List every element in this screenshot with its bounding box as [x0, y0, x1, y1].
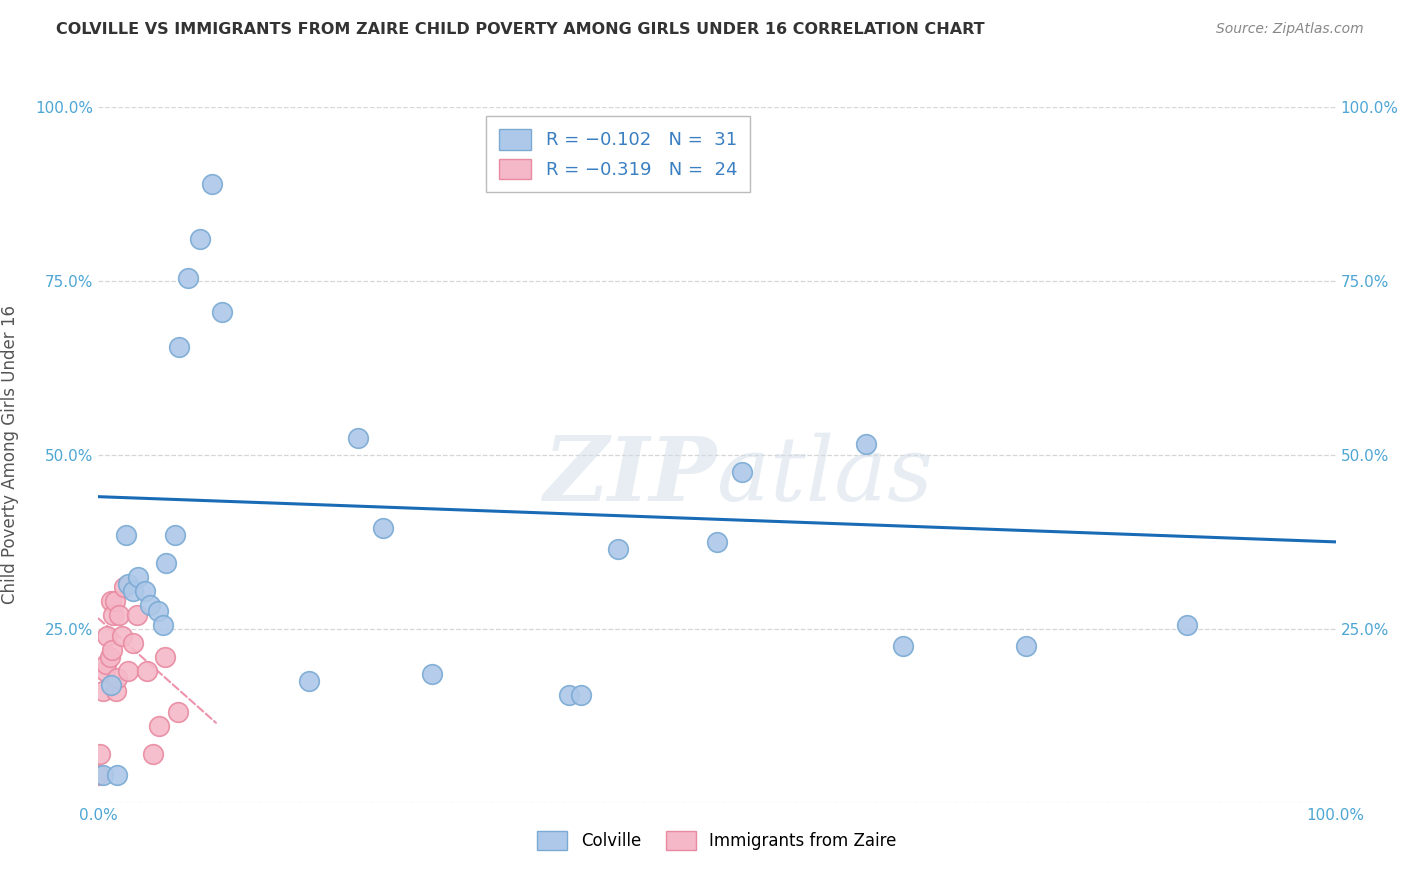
Point: [93, 664, 115, 678]
Point: [211, 305, 233, 319]
Point: [127, 570, 149, 584]
Point: [114, 528, 136, 542]
Point: [93, 768, 115, 782]
Point: [569, 688, 592, 702]
Point: [166, 706, 188, 720]
Point: [105, 768, 128, 782]
Point: [731, 466, 754, 480]
Point: [557, 688, 579, 702]
Point: [98, 649, 121, 664]
Point: [125, 607, 148, 622]
Point: [112, 580, 135, 594]
Point: [89, 747, 111, 761]
Point: [188, 232, 211, 246]
Point: [122, 636, 145, 650]
Text: atlas: atlas: [717, 433, 932, 519]
Point: [167, 340, 190, 354]
Point: [104, 684, 127, 698]
Point: [139, 598, 162, 612]
Point: [103, 607, 125, 622]
Point: [176, 270, 198, 285]
Point: [855, 437, 877, 451]
Text: Source: ZipAtlas.com: Source: ZipAtlas.com: [1216, 22, 1364, 37]
Point: [1175, 618, 1198, 632]
Point: [891, 639, 914, 653]
Point: [134, 583, 156, 598]
Point: [165, 528, 187, 542]
Point: [148, 719, 170, 733]
Point: [117, 576, 139, 591]
Point: [146, 605, 169, 619]
Point: [142, 747, 165, 761]
Point: [101, 642, 124, 657]
Point: [155, 649, 177, 664]
Point: [347, 431, 370, 445]
Point: [103, 594, 125, 608]
Point: [111, 629, 134, 643]
Point: [371, 521, 394, 535]
Point: [706, 535, 728, 549]
Point: [298, 674, 321, 689]
Point: [1015, 639, 1038, 653]
Point: [105, 671, 128, 685]
Point: [100, 677, 122, 691]
Point: [201, 177, 224, 191]
Point: [122, 583, 145, 598]
Point: [100, 594, 122, 608]
Point: [93, 684, 115, 698]
Text: COLVILLE VS IMMIGRANTS FROM ZAIRE CHILD POVERTY AMONG GIRLS UNDER 16 CORRELATION: COLVILLE VS IMMIGRANTS FROM ZAIRE CHILD …: [56, 22, 984, 37]
Point: [87, 768, 110, 782]
Legend: Colville, Immigrants from Zaire: Colville, Immigrants from Zaire: [530, 824, 904, 857]
Point: [422, 667, 444, 681]
Point: [135, 664, 157, 678]
Point: [96, 629, 118, 643]
Text: ZIP: ZIP: [544, 433, 717, 519]
Point: [155, 556, 177, 570]
Point: [152, 618, 174, 632]
Point: [607, 541, 630, 556]
Point: [108, 607, 131, 622]
Y-axis label: Child Poverty Among Girls Under 16: Child Poverty Among Girls Under 16: [1, 305, 18, 605]
Point: [94, 657, 117, 671]
Point: [117, 664, 139, 678]
